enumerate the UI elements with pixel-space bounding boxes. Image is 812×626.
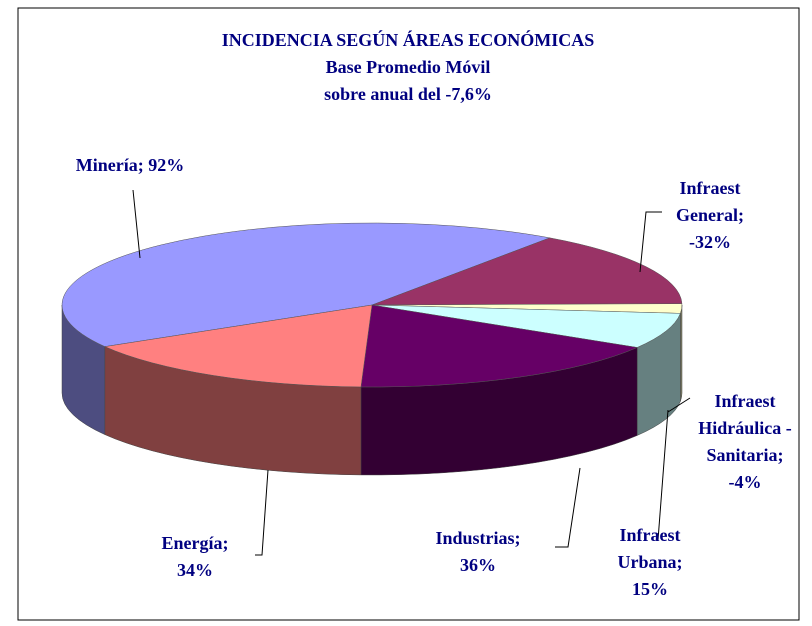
- leader-line: [657, 409, 669, 541]
- pie-slice: [104, 304, 373, 388]
- data-label: 34%: [177, 560, 213, 580]
- data-label: Energía;: [162, 533, 229, 553]
- data-label: -32%: [689, 232, 731, 252]
- leader-line: [555, 467, 581, 548]
- leader-line: [639, 211, 662, 273]
- chart-title: INCIDENCIA SEGÚN ÁREAS ECONÓMICAS: [222, 29, 595, 50]
- data-label: Minería; 92%: [76, 155, 184, 175]
- pie-slice: [61, 222, 551, 347]
- leader-line: [132, 189, 141, 259]
- data-label: Infraest: [680, 178, 741, 198]
- data-label: 36%: [460, 555, 496, 575]
- pie-slice: [360, 304, 639, 388]
- data-label: Urbana;: [617, 552, 682, 572]
- leader-line: [667, 397, 691, 413]
- data-label: Industrias;: [435, 528, 520, 548]
- chart-title: sobre anual del -7,6%: [324, 84, 492, 104]
- data-label: Sanitaria;: [706, 445, 783, 465]
- pie-slice: [371, 237, 683, 306]
- pie-slice: [371, 304, 681, 348]
- chart-title: Base Promedio Móvil: [326, 57, 491, 77]
- data-label: General;: [676, 205, 744, 225]
- data-label: -4%: [729, 472, 762, 492]
- data-label: 15%: [632, 579, 668, 599]
- leader-line: [255, 469, 269, 556]
- data-label: Hidráulica -: [698, 418, 792, 438]
- data-label: Infraest: [620, 525, 681, 545]
- data-label: Infraest: [715, 391, 776, 411]
